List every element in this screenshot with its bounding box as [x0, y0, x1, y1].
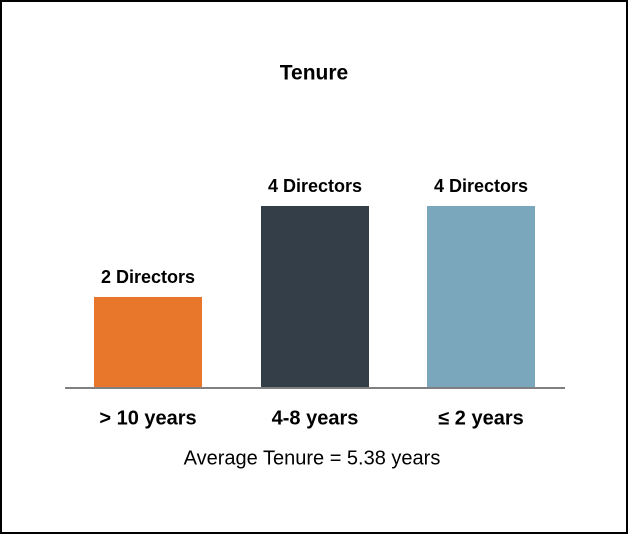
bar	[94, 297, 202, 388]
x-tick-label: ≤ 2 years	[438, 407, 524, 429]
value-label: 4 Directors	[268, 176, 362, 196]
annotation: Average Tenure = 5.38 years	[184, 447, 441, 469]
bar	[261, 206, 369, 388]
chart-title: Tenure	[280, 62, 348, 85]
x-tick-label: > 10 years	[99, 407, 196, 429]
value-label: 2 Directors	[101, 267, 195, 287]
bar	[427, 206, 535, 388]
value-label: 4 Directors	[434, 176, 528, 196]
x-tick-label: 4-8 years	[272, 407, 359, 429]
